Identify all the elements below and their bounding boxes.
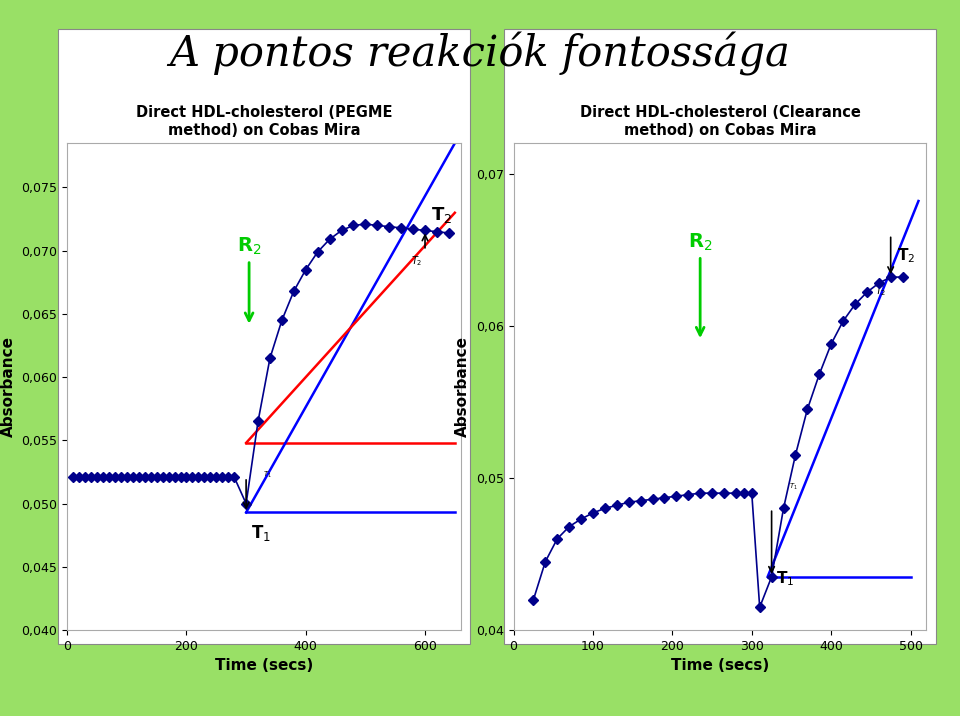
Text: R$_2$: R$_2$ bbox=[237, 236, 261, 321]
Text: $^{T_1}$: $^{T_1}$ bbox=[789, 483, 798, 493]
Text: T$_1$: T$_1$ bbox=[251, 523, 271, 543]
Title: Direct HDL-cholesterol (PEGME
method) on Cobas Mira: Direct HDL-cholesterol (PEGME method) on… bbox=[135, 105, 393, 138]
Y-axis label: Absorbance: Absorbance bbox=[455, 336, 470, 437]
Text: T$_2$: T$_2$ bbox=[897, 246, 915, 265]
Y-axis label: Absorbance: Absorbance bbox=[1, 336, 16, 437]
Text: $^{T_1}$: $^{T_1}$ bbox=[263, 471, 272, 481]
X-axis label: Time (secs): Time (secs) bbox=[215, 658, 313, 673]
X-axis label: Time (secs): Time (secs) bbox=[671, 658, 769, 673]
Text: $T_2$: $T_2$ bbox=[411, 254, 422, 268]
Text: T$_2$: T$_2$ bbox=[431, 205, 452, 226]
Title: Direct HDL-cholesterol (Clearance
method) on Cobas Mira: Direct HDL-cholesterol (Clearance method… bbox=[580, 105, 860, 138]
Text: R$_2$: R$_2$ bbox=[688, 231, 712, 335]
Text: $T_2$: $T_2$ bbox=[876, 285, 887, 299]
Text: A pontos reakciók fontossága: A pontos reakciók fontossága bbox=[170, 32, 790, 76]
Text: T$_1$: T$_1$ bbox=[776, 569, 794, 588]
